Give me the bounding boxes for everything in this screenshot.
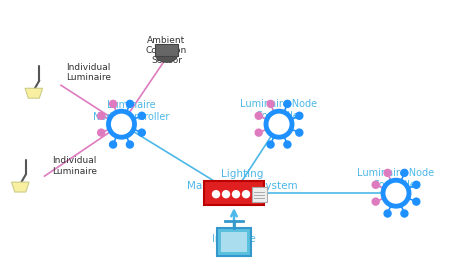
Text: Ambient
Cordition
Sensor: Ambient Cordition Sensor: [146, 36, 187, 65]
Circle shape: [372, 198, 379, 205]
FancyBboxPatch shape: [252, 187, 266, 202]
Circle shape: [401, 210, 408, 217]
Circle shape: [266, 111, 292, 137]
Polygon shape: [156, 55, 177, 62]
Text: Individual
Luminaire: Individual Luminaire: [66, 63, 111, 82]
Polygon shape: [25, 88, 43, 98]
Text: Luminaire Node
Controller: Luminaire Node Controller: [357, 168, 435, 190]
Circle shape: [98, 112, 105, 119]
FancyBboxPatch shape: [204, 181, 264, 205]
Circle shape: [384, 210, 391, 217]
Circle shape: [243, 191, 249, 198]
Circle shape: [372, 181, 379, 188]
Circle shape: [255, 112, 262, 119]
Circle shape: [222, 191, 230, 198]
Circle shape: [267, 100, 274, 107]
Circle shape: [110, 141, 117, 148]
Circle shape: [98, 129, 105, 136]
Circle shape: [388, 185, 404, 201]
Circle shape: [212, 191, 220, 198]
Circle shape: [413, 198, 420, 205]
Circle shape: [110, 100, 117, 107]
Polygon shape: [221, 232, 247, 252]
Text: Luminaire Node
Controller: Luminaire Node Controller: [240, 99, 318, 121]
Text: Interface: Interface: [212, 234, 256, 244]
Circle shape: [271, 116, 287, 132]
Circle shape: [138, 129, 145, 136]
Circle shape: [413, 181, 420, 188]
Circle shape: [284, 141, 291, 148]
Circle shape: [383, 180, 409, 206]
Text: Lighting
Management System: Lighting Management System: [187, 169, 297, 191]
Circle shape: [267, 141, 274, 148]
FancyBboxPatch shape: [155, 44, 178, 55]
Circle shape: [126, 100, 133, 107]
Circle shape: [126, 141, 133, 148]
Circle shape: [284, 100, 291, 107]
Circle shape: [113, 116, 130, 132]
Circle shape: [255, 129, 262, 136]
Circle shape: [296, 112, 303, 119]
Circle shape: [296, 129, 303, 136]
Circle shape: [138, 112, 145, 119]
Polygon shape: [12, 182, 29, 192]
Circle shape: [401, 169, 408, 176]
Text: Luminaire
Node Controller: Luminaire Node Controller: [93, 100, 170, 122]
Circle shape: [384, 169, 391, 176]
Text: Individual
Luminaire: Individual Luminaire: [53, 156, 98, 176]
Circle shape: [108, 111, 135, 137]
Polygon shape: [217, 228, 251, 256]
Circle shape: [233, 191, 239, 198]
